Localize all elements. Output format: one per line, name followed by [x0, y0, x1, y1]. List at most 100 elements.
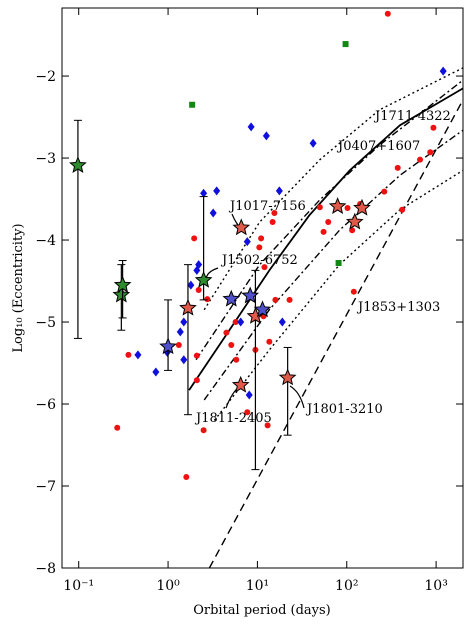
star-point	[241, 286, 260, 304]
x-tick-label: 10⁻¹	[63, 578, 94, 594]
y-tick-label: −6	[35, 397, 56, 413]
point	[439, 66, 447, 76]
point	[417, 156, 424, 163]
star-point	[194, 270, 213, 288]
point	[244, 409, 251, 416]
point	[193, 352, 200, 359]
point	[114, 424, 121, 431]
point	[213, 186, 221, 196]
y-tick-label: −2	[35, 69, 56, 85]
y-tick-label: −8	[35, 561, 56, 577]
point	[344, 205, 351, 212]
point	[325, 218, 332, 225]
point	[245, 390, 253, 400]
point	[394, 164, 401, 171]
point	[286, 296, 293, 303]
annotation: J0407+1607	[336, 139, 420, 154]
point	[335, 259, 342, 266]
point	[187, 280, 195, 290]
point	[193, 265, 201, 275]
star-point	[222, 289, 241, 307]
point	[233, 356, 240, 363]
annotation: J1502-6752	[220, 253, 298, 268]
y-axis-label: Log₁₀ (Eccentricity)	[11, 223, 26, 352]
point	[399, 206, 406, 213]
point	[209, 208, 217, 218]
point	[237, 317, 245, 327]
point	[384, 10, 391, 17]
model-line	[208, 99, 463, 568]
star-point	[253, 300, 272, 318]
annotation: J1811-2405	[194, 411, 272, 426]
point	[125, 351, 132, 358]
star-point	[113, 275, 132, 293]
point	[262, 131, 270, 141]
point	[275, 186, 283, 196]
annotation: J1801-3210	[305, 402, 383, 417]
point	[191, 235, 198, 242]
plot-frame	[61, 7, 464, 569]
x-tick-label: 10⁰	[156, 578, 180, 594]
star-point	[112, 285, 131, 303]
star-point	[353, 198, 371, 216]
point	[309, 138, 317, 148]
point	[261, 264, 268, 271]
point	[266, 338, 273, 345]
point	[175, 341, 182, 348]
point	[152, 367, 160, 377]
point	[180, 355, 188, 365]
point	[189, 101, 196, 108]
point	[134, 350, 142, 360]
point	[316, 204, 323, 211]
point	[193, 377, 200, 384]
y-tick-label: −5	[35, 315, 56, 331]
point	[271, 209, 278, 216]
star-point	[232, 218, 251, 236]
star-point	[345, 212, 364, 230]
point	[430, 124, 437, 131]
point	[204, 296, 211, 303]
point	[272, 296, 279, 303]
point	[342, 41, 349, 48]
leader	[289, 385, 305, 409]
point	[278, 317, 286, 327]
model-line	[203, 67, 463, 311]
point	[349, 227, 356, 234]
star-point	[231, 375, 250, 393]
point	[195, 287, 202, 294]
star-point	[69, 156, 87, 173]
star-point	[328, 197, 347, 214]
point	[223, 329, 230, 336]
point	[247, 122, 255, 132]
point	[256, 244, 263, 251]
point	[200, 427, 207, 434]
point	[381, 188, 388, 195]
point	[228, 341, 235, 348]
annotation: J1711-4322	[373, 109, 451, 124]
point	[200, 188, 208, 198]
x-tick-label: 10¹	[246, 578, 269, 594]
x-tick-label: 10³	[424, 578, 447, 594]
point	[264, 422, 271, 429]
star-point	[179, 298, 197, 316]
y-tick-label: −7	[35, 479, 56, 495]
model-line	[213, 169, 463, 421]
star-point	[278, 368, 297, 386]
annotation: J1017-7156	[228, 199, 306, 214]
point	[183, 473, 190, 480]
point	[180, 317, 188, 327]
point	[243, 237, 251, 247]
model-line	[188, 87, 463, 391]
x-tick-label: 10²	[335, 578, 358, 594]
point	[258, 235, 265, 242]
annotation: J1853+1303	[356, 300, 440, 315]
y-tick-label: −4	[35, 233, 56, 249]
x-axis-label: Orbital period (days)	[193, 603, 331, 618]
star-point	[159, 337, 177, 355]
point	[350, 288, 357, 295]
point	[427, 149, 434, 156]
point	[320, 228, 327, 235]
point	[269, 218, 276, 225]
point	[176, 327, 184, 337]
